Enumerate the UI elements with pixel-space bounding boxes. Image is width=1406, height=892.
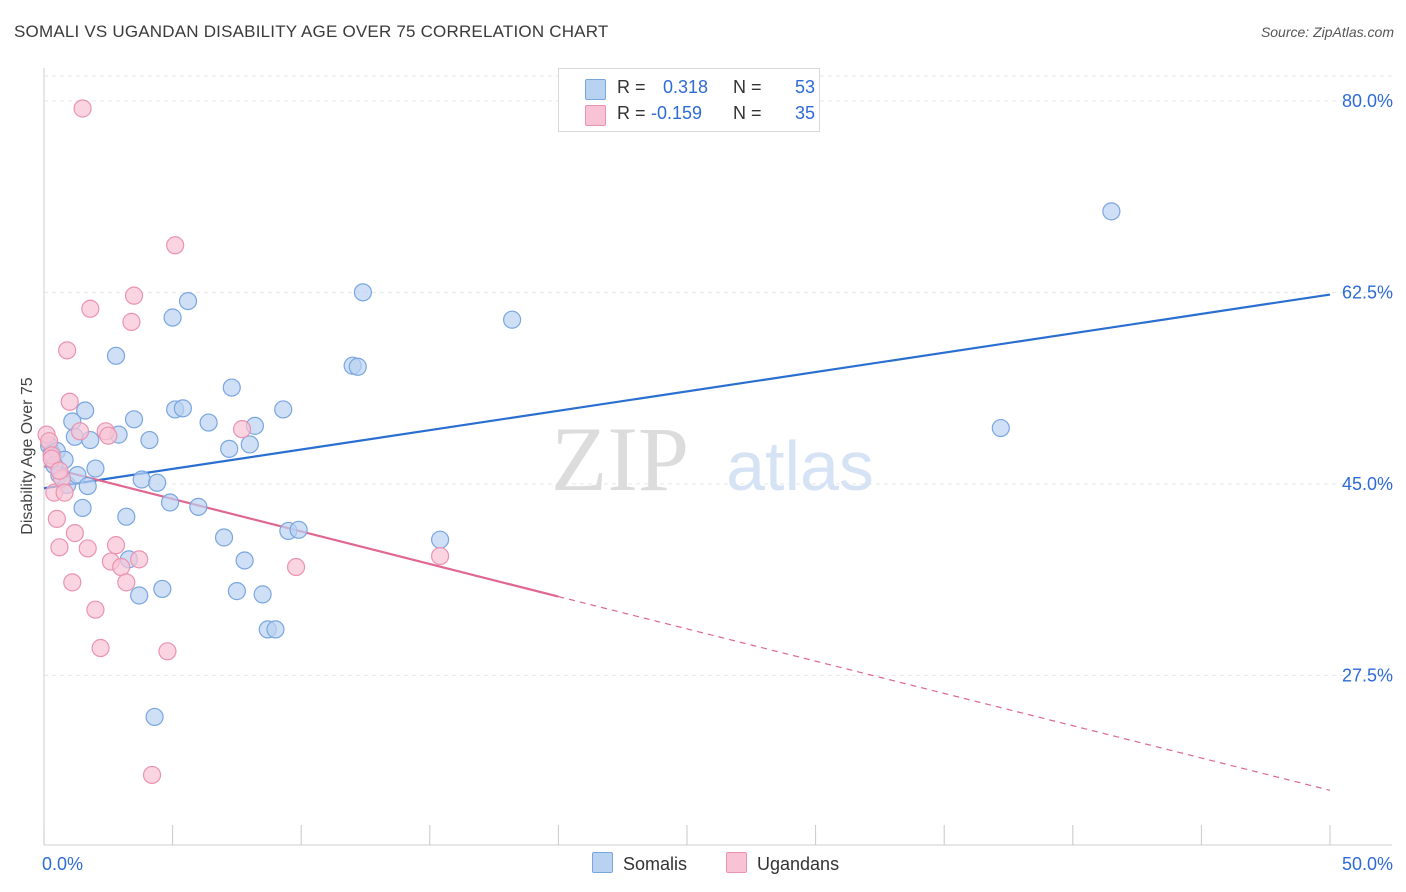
somali-point bbox=[124, 410, 144, 429]
ugandan-trend-extension bbox=[558, 595, 1331, 791]
y-tick-label: 62.5% bbox=[1342, 282, 1393, 302]
ugandan-point bbox=[81, 299, 100, 318]
axes bbox=[43, 68, 1392, 846]
gridlines bbox=[44, 75, 1392, 676]
somali-point bbox=[73, 498, 92, 518]
ugandan-point bbox=[122, 312, 141, 331]
somali-point bbox=[1102, 202, 1121, 221]
somali-point bbox=[289, 520, 308, 539]
somali-trend-line bbox=[43, 293, 1331, 490]
ugandan-point bbox=[142, 765, 162, 785]
somali-point bbox=[160, 493, 180, 512]
somalis-legend-swatch bbox=[592, 852, 613, 873]
ugandans-swatch bbox=[585, 105, 606, 126]
ugandans-legend-swatch bbox=[726, 852, 747, 873]
watermark: ZIP atlas bbox=[551, 408, 874, 510]
somali-point bbox=[214, 528, 234, 547]
ugandans-n-value: 35 bbox=[795, 103, 816, 123]
ugandan-point bbox=[286, 557, 306, 577]
ugandans-r-value: -0.159 bbox=[651, 103, 703, 123]
ugandans-legend-label: Ugandans bbox=[757, 854, 840, 874]
somali-point bbox=[117, 507, 136, 526]
somali-point bbox=[430, 530, 450, 549]
somali-point bbox=[178, 292, 198, 311]
ugandan-point bbox=[117, 573, 136, 592]
somali-point bbox=[503, 310, 522, 329]
somali-point bbox=[86, 459, 105, 478]
somali-point bbox=[145, 707, 164, 727]
x-tick-label: 50.0% bbox=[1342, 854, 1393, 874]
somali-point bbox=[132, 470, 151, 489]
somalis-swatch bbox=[585, 79, 606, 100]
ugandan-point bbox=[130, 550, 149, 569]
somali-point bbox=[253, 585, 272, 604]
ugandan-point bbox=[47, 509, 66, 528]
somali-point bbox=[266, 620, 285, 639]
ugandan-point bbox=[70, 422, 90, 441]
ugandan-point bbox=[86, 600, 105, 619]
ugandan-point bbox=[73, 99, 92, 118]
ugandan-point bbox=[124, 286, 144, 305]
somali-point bbox=[991, 418, 1010, 438]
somali-point bbox=[173, 399, 192, 418]
source-label: Source: ZipAtlas.com bbox=[1260, 24, 1394, 40]
ugandan-point bbox=[78, 539, 97, 558]
data-points bbox=[37, 99, 1121, 785]
ugandan-point bbox=[99, 426, 118, 445]
somalis-legend-label: Somalis bbox=[623, 854, 688, 874]
somali-point bbox=[220, 439, 239, 458]
somali-point bbox=[222, 378, 241, 397]
r-label: R = bbox=[617, 77, 646, 97]
r-label: R = bbox=[617, 103, 646, 123]
somali-point bbox=[235, 551, 254, 570]
n-label: N = bbox=[733, 103, 762, 123]
n-label: N = bbox=[733, 77, 762, 97]
somalis-n-value: 53 bbox=[795, 77, 816, 97]
ugandan-point bbox=[158, 642, 177, 661]
ugandan-point bbox=[58, 341, 77, 360]
somali-point bbox=[106, 346, 126, 365]
somali-point bbox=[227, 582, 246, 601]
legend-item-ugandans[interactable]: Ugandans bbox=[726, 852, 839, 875]
tick-labels: 80.0% 62.5% 45.0% 27.5% 0.0% 50.0% bbox=[42, 91, 1393, 874]
somali-point bbox=[153, 579, 172, 599]
ugandan-point bbox=[430, 546, 450, 566]
y-tick-label: 45.0% bbox=[1342, 474, 1393, 494]
somali-point bbox=[140, 430, 159, 450]
ugandan-point bbox=[232, 420, 252, 439]
ugandan-point bbox=[60, 392, 79, 411]
ugandan-point bbox=[112, 557, 131, 577]
somali-point bbox=[148, 473, 167, 492]
ugandan-point bbox=[55, 483, 74, 502]
ugandan-point bbox=[65, 524, 84, 543]
watermark-atlas: atlas bbox=[726, 427, 874, 505]
somali-point bbox=[189, 497, 208, 516]
somali-point bbox=[348, 357, 367, 376]
somali-point bbox=[76, 401, 95, 420]
ugandan-point bbox=[106, 536, 126, 555]
ugandan-point bbox=[63, 573, 82, 592]
ugandan-point bbox=[166, 236, 185, 255]
legend-item-somalis[interactable]: Somalis bbox=[592, 852, 687, 875]
somali-point bbox=[163, 308, 182, 327]
trend-lines bbox=[43, 293, 1331, 791]
watermark-zip: ZIP bbox=[551, 408, 689, 510]
somali-point bbox=[353, 283, 373, 302]
ugandan-point bbox=[91, 638, 110, 658]
y-tick-label: 80.0% bbox=[1342, 91, 1393, 111]
chart-title: SOMALI VS UGANDAN DISABILITY AGE OVER 75… bbox=[14, 22, 609, 41]
somali-point bbox=[130, 586, 149, 605]
correlation-legend: R = 0.318 N = 53 R = -0.159 N = 35 bbox=[558, 68, 820, 132]
ugandan-point bbox=[50, 538, 69, 557]
somali-point bbox=[240, 435, 259, 454]
somali-point bbox=[199, 413, 218, 432]
ugandan-point bbox=[50, 461, 69, 480]
somalis-r-value: 0.318 bbox=[663, 77, 709, 97]
somali-point bbox=[78, 476, 97, 496]
y-tick-label: 27.5% bbox=[1342, 665, 1393, 685]
somali-point bbox=[274, 400, 293, 419]
x-tick-label: 0.0% bbox=[42, 854, 83, 874]
